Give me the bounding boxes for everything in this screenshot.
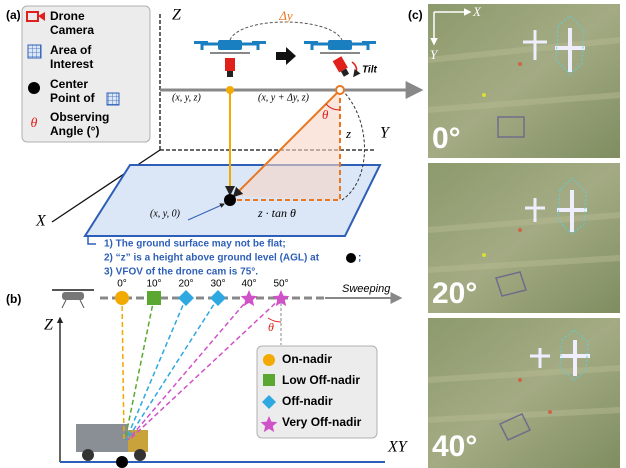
drone [304,40,376,54]
center-point [116,456,128,468]
legend-text: Low Off-nadir [282,373,360,387]
theta: θ [268,320,274,334]
camera [227,71,233,77]
panel-label: (b) [6,292,21,306]
legend-text: Point of [50,91,96,105]
axis-label: Z [44,317,54,334]
theta: θ [322,107,329,122]
axis-label: Y [380,125,391,142]
marker-on-nadir [115,291,129,305]
aoi-icon [28,45,41,58]
axis-label: XY [387,439,409,456]
view-ray [122,298,124,440]
legend-text: Drone [50,9,85,23]
note: ; [358,253,361,264]
note: 1) The ground surface may not be flat; [104,239,286,250]
note: 2) “z” is a height above ground level (A… [104,253,320,264]
note-pointer [88,236,96,244]
tilt-label: Tilt [362,65,377,76]
marker-low-off-nadir [147,291,161,305]
angle-label: 40° [241,279,256,290]
view-ray [126,298,186,440]
aoi-icon [107,93,119,105]
legend-text: Camera [50,23,94,37]
drone [194,40,266,54]
offset-label: z · tan θ [257,206,296,220]
angle-label: 50° [273,279,288,290]
axis-label: Z [172,7,182,24]
camera [225,58,235,71]
panel-label: (a) [6,8,21,22]
coord-label: (x, y + Δy, z) [258,92,310,103]
center-point [224,194,236,206]
legend-text: Angle (°) [50,124,99,138]
angle-label: 30° [210,279,225,290]
legend-text: Observing [50,110,109,124]
marker-off-nadir [210,290,226,306]
legend-text: Very Off-nadir [282,415,362,429]
coord-label: (x, y, z) [172,92,202,103]
image-angle: 20° [432,277,477,310]
legend-text: Interest [50,57,93,71]
move-arrow [276,47,296,65]
legend-symbol [263,374,275,386]
coord-label: (x, y, 0) [150,208,181,219]
axis-label: X [35,213,47,230]
marker-off-nadir [178,290,194,306]
position-2 [336,86,344,94]
legend-symbol: θ [31,116,38,131]
sweep-label: Sweeping [342,283,391,295]
panel-label: (c) [408,8,423,22]
marker-very-off-nadir [241,290,258,306]
center-icon [28,82,40,94]
legend-text: Area of [50,43,92,57]
view-ray [128,298,249,440]
note: 3) VFOV of the drone cam is 75°. [104,267,258,278]
delta-y: Δy [278,8,293,23]
legend-symbol [263,354,275,366]
axis-label: X [472,4,482,19]
angle-label: 0° [117,279,127,290]
image-angle: 0° [432,122,461,155]
angle-label: 10° [146,279,161,290]
image-angle: 40° [432,430,477,463]
delta-arc [230,22,342,40]
view-ray [125,298,154,440]
height-label: z [345,126,351,141]
legend-text: On-nadir [282,352,332,366]
drone-icon [52,290,94,308]
center-icon [346,253,356,263]
figure: (a) Drone Camera Area of Interest Center… [0,0,626,468]
legend-text: Off-nadir [282,394,333,408]
tilt-arrow [352,62,357,76]
angle-label: 20° [178,279,193,290]
position-1 [226,86,234,94]
legend-text: Center [50,77,88,91]
